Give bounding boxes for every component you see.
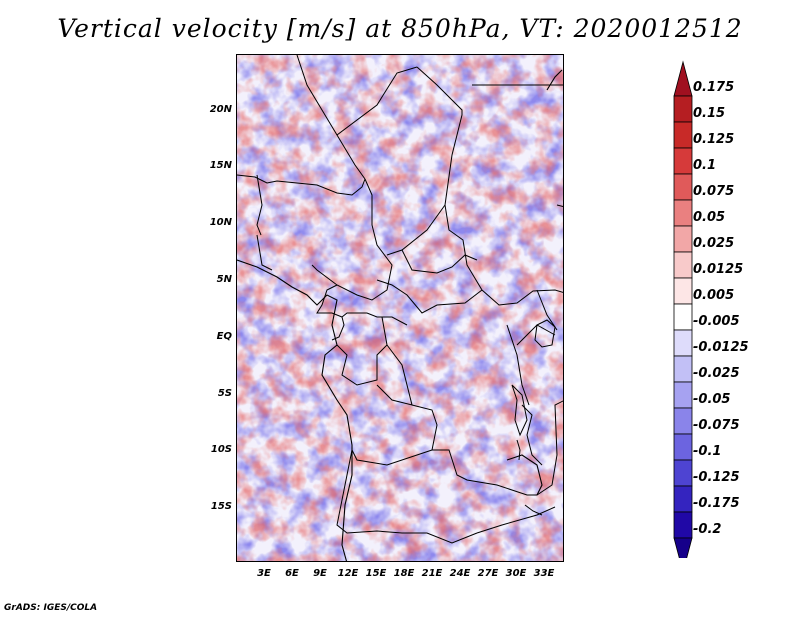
colorbar-bin [673,329,693,357]
colorbar-label: 0.175 [693,80,735,95]
colorbar-bin [673,199,693,227]
colorbar-label: -0.075 [693,418,740,433]
vertical-velocity-field [237,55,563,561]
lon-label: 18E [393,568,415,579]
colorbar-label: 0.075 [693,184,735,199]
colorbar-label: -0.005 [693,314,740,329]
colorbar-bin [673,537,693,558]
colorbar-bin [673,121,693,149]
colorbar-label: -0.025 [693,366,740,381]
lat-label: 20N [209,104,232,115]
colorbar-label: -0.2 [693,522,722,537]
lon-label: 27E [477,568,499,579]
lon-label: 12E [337,568,359,579]
colorbar-bin [673,303,693,331]
colorbar-label: 0.025 [693,236,735,251]
lat-label: EQ [216,331,232,342]
lat-label: 15S [210,501,232,512]
colorbar-bin [673,355,693,383]
lat-label: 10N [209,217,232,228]
colorbar-label: -0.175 [693,496,740,511]
colorbar-bin [673,485,693,513]
colorbar-label: 0.15 [693,106,726,121]
lat-label: 10S [210,444,232,455]
lon-label: 33E [533,568,555,579]
lon-label: 30E [505,568,527,579]
lon-label: 15E [365,568,387,579]
colorbar-bin [673,381,693,409]
colorbar-bin [673,60,693,97]
colorbar-bin [673,407,693,435]
colorbar-label: 0.1 [693,158,717,173]
colorbar-label: 0.05 [693,210,726,225]
colorbar-bin [673,147,693,175]
colorbar-bin [673,277,693,305]
colorbar-label: -0.125 [693,470,740,485]
colorbar-bin [673,511,693,539]
colorbar-label: -0.0125 [693,340,749,355]
colorbar-bin [673,225,693,253]
lon-label: 9E [313,568,327,579]
lakes [511,319,556,516]
colorbar-bin [673,433,693,461]
colorbar-label: 0.0125 [693,262,744,277]
colorbar-bin [673,173,693,201]
colorbar-bin [673,95,693,123]
lon-label: 21E [421,568,443,579]
map-plot-area [236,54,564,562]
chart-title: Vertical velocity [m/s] at 850hPa, VT: 2… [57,14,743,43]
colorbar-label: 0.125 [693,132,735,147]
lon-label: 3E [257,568,271,579]
colorbar-label: 0.005 [693,288,735,303]
colorbar-label: -0.05 [693,392,731,407]
colorbar [673,60,693,558]
colorbar-label: -0.1 [693,444,722,459]
lat-label: 15N [209,160,232,171]
footer-credit: GrADS: IGES/COLA [4,603,98,613]
lat-label: 5S [217,388,232,399]
coastline [237,69,563,561]
colorbar-bin [673,251,693,279]
lon-label: 24E [449,568,471,579]
lat-label: 5N [216,274,232,285]
colorbar-bin [673,459,693,487]
lon-label: 6E [285,568,299,579]
